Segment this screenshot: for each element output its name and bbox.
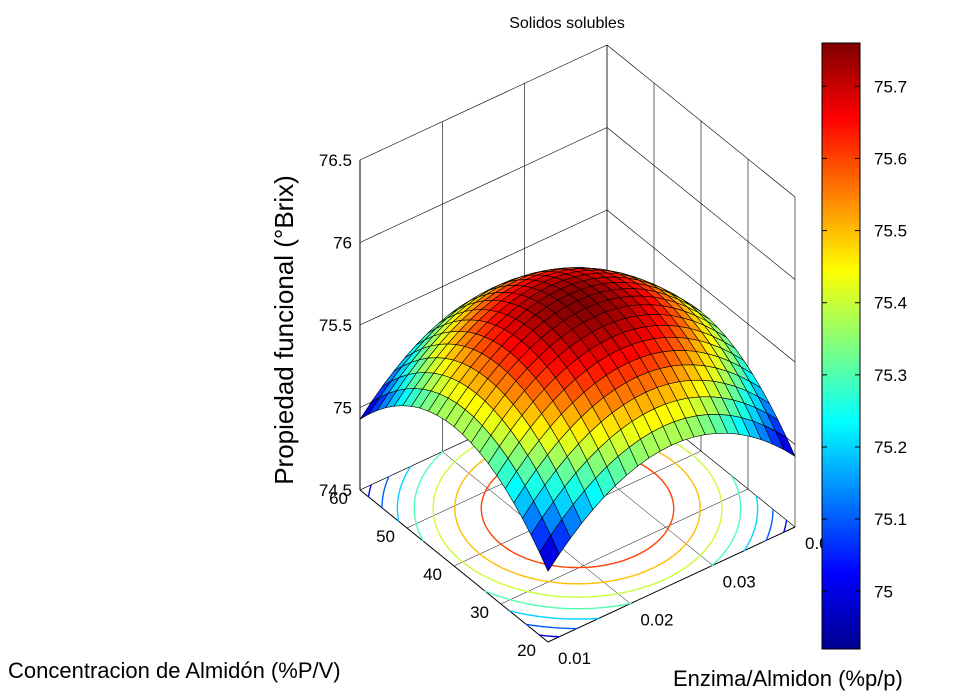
y-tick-label: 40 (423, 565, 442, 584)
colorbar-tick-label: 75.4 (874, 294, 907, 313)
y-tick-labels: 20 30 40 50 60 (329, 489, 536, 660)
colorbar-tick-label: 75.1 (874, 510, 907, 529)
surface-patch (539, 534, 560, 572)
x-axis-label: Enzima/Almidon (%p/p) (673, 666, 903, 691)
grid-line (606, 127, 796, 280)
colorbar-tick-label: 75.6 (874, 149, 907, 168)
x-tick-label: 0.03 (723, 572, 756, 591)
y-axis-label: Concentracion de Almidón (%P/V) (8, 658, 341, 683)
x-tick-label: 0.02 (640, 611, 673, 630)
grid-line (606, 209, 796, 363)
y-tick-label: 20 (517, 641, 536, 660)
colorbar-ticks: 75 75.1 75.2 75.3 75.4 75.5 75.6 75.7 (822, 77, 907, 601)
z-tick-label: 76 (333, 234, 352, 253)
x-tick-label: 0.01 (558, 649, 591, 668)
chart-title: Solidos solubles (509, 15, 625, 32)
colorbar (821, 42, 861, 650)
y-tick-label: 30 (470, 603, 489, 622)
z-tick-labels: 74.5 75 75.5 76 76.5 (319, 151, 352, 500)
x-axis-line (547, 526, 796, 643)
y-axis-line (359, 489, 549, 643)
grid-line (359, 44, 608, 161)
y-tick-label: 60 (329, 489, 348, 508)
surface-mesh (359, 267, 796, 572)
colorbar-tick-label: 75.2 (874, 438, 907, 457)
grid-line (500, 488, 749, 605)
z-tick-label: 74.5 (319, 481, 352, 500)
z-tick-label: 75 (333, 399, 352, 418)
grid-line (359, 127, 608, 243)
colorbar-tick-label: 75 (874, 582, 893, 601)
y-tick-label: 50 (376, 527, 395, 546)
colorbar-tick-label: 75.3 (874, 366, 907, 385)
z-tick-label: 75.5 (319, 316, 352, 335)
x-tick-labels: 0.010.020.030.04 (558, 534, 838, 668)
colorbar-tick-label: 75.7 (874, 77, 907, 96)
grid-line (359, 209, 608, 326)
z-tick-label: 76.5 (319, 151, 352, 170)
z-axis-label: Propiedad funcional (°Brix) (269, 175, 299, 485)
colorbar-tick-label: 75.5 (874, 222, 907, 241)
grid-line (606, 44, 796, 198)
